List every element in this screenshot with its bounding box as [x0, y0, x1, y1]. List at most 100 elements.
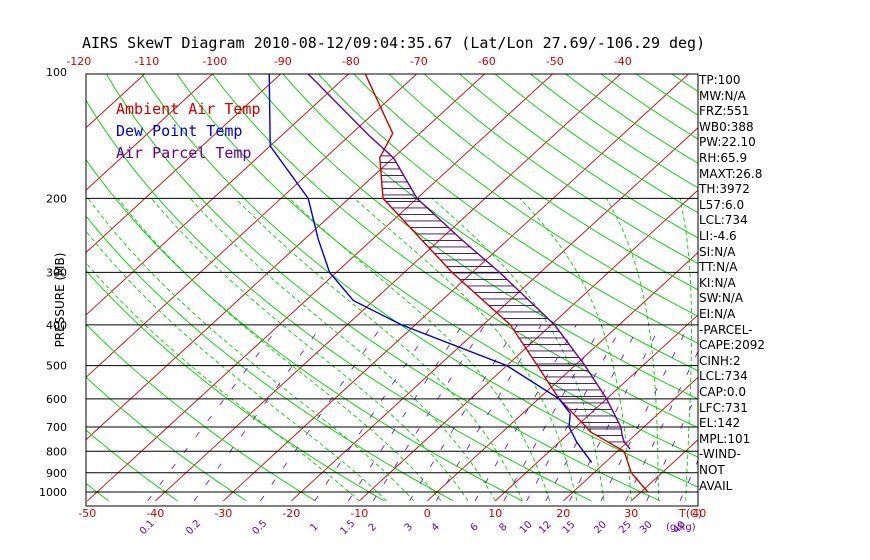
bottom-temp-tick-label: 0: [424, 507, 431, 520]
pressure-tick-label: 100: [46, 66, 67, 79]
dry-adiabat-line: [86, 376, 247, 502]
dry-adiabat-line: [388, 74, 698, 291]
mixing-ratio-tick-label: 1: [308, 522, 320, 534]
moist-adiabat-line: [679, 198, 692, 501]
mixing-ratio-line: [260, 324, 383, 502]
legend-air-parcel-temp: Air Parcel Temp: [116, 144, 252, 162]
top-temp-tick-label: -120: [66, 55, 91, 68]
mixing-ratio-unit: (g/kg): [666, 522, 696, 533]
dry-adiabat-line: [282, 74, 698, 372]
index-item: L57:6.0: [699, 197, 745, 212]
isotherm-line: [86, 74, 554, 502]
index-item: TT:N/A: [699, 260, 738, 275]
bottom-temp-tick-label: 40: [692, 507, 706, 520]
moist-adiabat-line: [354, 198, 578, 502]
mixing-ratio-tick-label: 3: [403, 522, 415, 534]
index-item: EI:N/A: [699, 307, 736, 321]
moist-adiabat-line: [87, 198, 415, 502]
index-item: -WIND-: [699, 447, 741, 462]
isotherm-line: [358, 189, 698, 502]
top-temp-tick-label: -70: [410, 55, 428, 68]
index-item: SW:N/A: [699, 291, 744, 306]
top-temp-tick-label: -110: [134, 55, 159, 68]
isotherm-line: [154, 74, 622, 502]
top-temp-tick-label: -80: [342, 55, 360, 68]
mixing-ratio-tick-label: 20: [592, 519, 609, 536]
top-temp-tick-label: -50: [546, 55, 564, 68]
mixing-ratio-tick-label: 6: [469, 522, 481, 534]
mixing-ratio-line: [348, 324, 463, 502]
isotherm-line: [494, 314, 698, 502]
mixing-ratio-tick-label: 0.2: [184, 518, 203, 537]
moist-adiabat-line: [235, 198, 523, 502]
dry-adiabat-line: [86, 215, 454, 502]
index-item: SI:N/A: [699, 244, 736, 259]
pressure-tick-label: 500: [46, 360, 67, 373]
mixing-ratio-line: [569, 324, 662, 502]
isotherm-line: [562, 376, 698, 502]
pressure-tick-label: 900: [46, 467, 67, 480]
isotherm-line: [86, 74, 350, 316]
chart-title: AIRS SkewT Diagram 2010-08-12/09:04:35.6…: [82, 34, 706, 52]
pressure-tick-label: 300: [46, 266, 67, 279]
legend-dew-point-temp: Dew Point Temp: [116, 122, 243, 140]
dry-adiabat-line: [774, 72, 870, 501]
moist-adiabat-line: [151, 198, 469, 502]
isotherm-line: [426, 251, 698, 502]
isotherm-line: [86, 74, 282, 254]
series-line-ambient-air-temp: [364, 74, 649, 493]
pressure-tick-label: 600: [46, 393, 67, 406]
isotherm-line: [86, 74, 146, 129]
dry-adiabat-line: [845, 72, 870, 501]
mixing-ratio-line: [600, 324, 690, 502]
index-item: CAP:0.0: [699, 385, 746, 399]
dry-adiabat-line: [86, 158, 523, 502]
index-item: KI:N/A: [699, 275, 736, 290]
bottom-temp-tick-label: 20: [556, 507, 570, 520]
dry-adiabat-line: [211, 74, 698, 429]
dry-adiabat-line: [86, 323, 316, 502]
bottom-temp-tick-label: 30: [624, 507, 638, 520]
index-item: NOT: [699, 463, 725, 477]
mixing-ratio-tick-label: 0.5: [251, 518, 270, 537]
dry-adiabat-line: [810, 72, 870, 501]
mixing-ratio-line: [435, 324, 542, 502]
plot-frame: [85, 73, 699, 507]
moist-adiabat-line: [519, 198, 632, 501]
dry-adiabat-line: [86, 269, 385, 502]
moist-adiabat-line: [606, 198, 659, 501]
dry-adiabat-line: [86, 99, 592, 502]
bottom-temp-tick-label: -10: [350, 507, 368, 520]
index-item: EL:142: [699, 416, 741, 431]
moist-adiabat-line: [431, 198, 605, 501]
mixing-ratio-line: [372, 324, 486, 502]
chart-series: [268, 74, 649, 493]
isotherm-line: [835, 53, 870, 501]
index-item: LFC:731: [699, 400, 748, 415]
index-item: FRZ:551: [699, 104, 750, 119]
index-item: PW:22.10: [699, 135, 756, 150]
mixing-ratio-tick-label: 30: [638, 519, 655, 536]
series-line-air-parcel-temp: [307, 74, 631, 450]
mixing-ratio-tick-label: 15: [561, 519, 578, 536]
bottom-temp-tick-label: -20: [282, 507, 300, 520]
pressure-tick-label: 700: [46, 421, 67, 434]
dry-adiabat-line: [141, 74, 698, 488]
top-temp-tick-label: -100: [202, 55, 227, 68]
mixing-ratio-tick-label: 8: [497, 522, 509, 534]
index-item: TP:100: [699, 73, 741, 87]
isotherm-line: [0, 53, 32, 501]
top-temp-tick-label: -90: [274, 55, 292, 68]
index-item: MAXT:26.8: [699, 166, 763, 181]
top-temp-tick-label: -60: [478, 55, 496, 68]
mixing-ratio-line: [625, 350, 698, 502]
moist-adiabat-line: [189, 198, 496, 502]
chart-grid: [0, 53, 870, 502]
legend-ambient-air-temp: Ambient Air Temp: [116, 100, 261, 118]
dry-adiabat-line: [176, 74, 698, 458]
mixing-ratio-tick-label: 0.1: [138, 518, 157, 537]
mixing-ratio-line: [474, 324, 577, 502]
dry-adiabat-line: [86, 429, 178, 502]
index-item: CINH:2: [699, 353, 741, 368]
